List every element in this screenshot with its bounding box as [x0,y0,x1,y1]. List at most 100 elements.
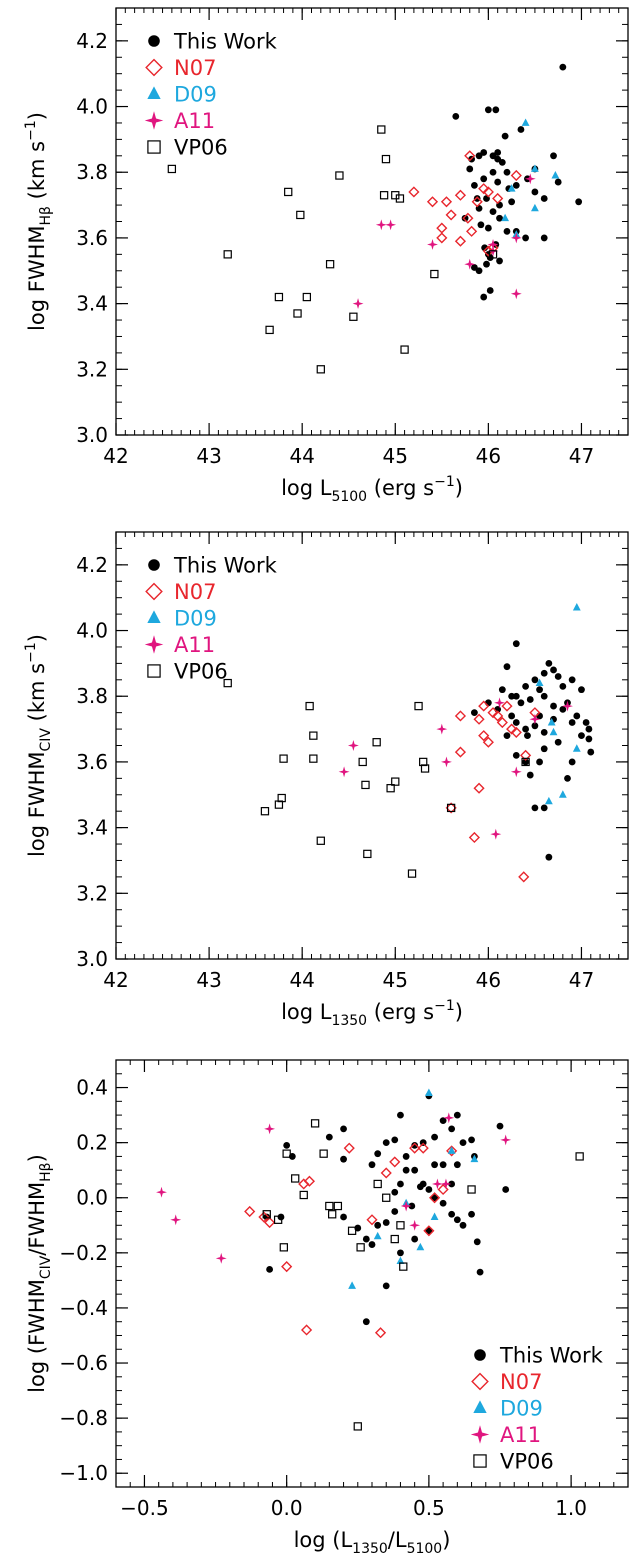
data-point [368,1241,376,1248]
data-point [554,738,562,746]
data-point [587,748,595,756]
x-axis-label: log L1350 (erg s−1) [281,998,463,1029]
data-point [464,150,476,162]
data-point [494,178,502,186]
x-tick-label: 44 [289,444,314,468]
data-point [496,716,508,729]
legend-label: A11 [500,1423,541,1447]
data-point [340,1155,347,1163]
data-point [362,1318,370,1326]
data-point [325,1133,333,1141]
data-point [585,725,593,733]
y-tick-label: −0.8 [59,1406,108,1430]
x-tick-label: 43 [196,444,221,468]
data-point [530,203,539,212]
data-point [550,666,557,674]
data-point [512,181,520,189]
data-point [498,158,506,166]
x-tick-label: 47 [569,444,594,468]
data-point [362,1235,370,1243]
data-point [277,1213,285,1221]
data-point [430,1212,439,1220]
y-tick-label: 4.2 [76,29,108,53]
data-point [299,1190,308,1200]
data-point [521,757,530,767]
series-this-work [263,1092,510,1326]
y-tick-label: 3.2 [76,881,108,905]
data-point [508,692,516,700]
data-point [453,1111,461,1119]
legend-marker [148,559,160,571]
data-point [482,186,494,198]
data-point [489,168,497,176]
data-point [402,1166,410,1174]
data-point [531,722,539,730]
data-point [382,1139,390,1147]
data-point [386,784,395,793]
data-point [389,1156,401,1168]
data-point [468,831,480,844]
x-axis-label: log L5100 (erg s−1) [281,474,463,505]
data-point [572,744,581,752]
data-point [425,1227,433,1235]
data-point [274,292,284,302]
data-point [512,640,520,648]
legend-label: D09 [174,83,217,107]
legend-label: N07 [174,56,216,80]
data-point [408,186,420,198]
data-point [573,712,581,720]
data-point [260,807,270,816]
data-point [468,1136,475,1144]
data-point [440,1178,452,1190]
legend-label: VP06 [500,1450,554,1474]
data-point [531,676,539,684]
data-point [482,245,494,257]
data-point [471,264,478,271]
data-point [372,738,381,747]
data-point [284,187,293,197]
data-point [501,132,509,140]
data-point [396,1221,405,1230]
data-point [496,257,503,265]
data-point [377,125,386,134]
legend-marker [144,111,164,130]
legend-label: VP06 [174,136,228,160]
legend-label: This Work [173,30,278,54]
data-point [402,1153,410,1160]
plot-frame [115,1059,629,1488]
data-point [264,1123,276,1135]
legend-marker [473,1454,487,1468]
data-point [524,173,536,185]
data-point [399,1262,408,1271]
data-point [559,682,567,690]
legend-label: This Work [173,554,278,578]
data-point [356,1243,365,1252]
data-point [416,1183,424,1191]
data-point [411,1235,419,1243]
data-point [459,1221,467,1229]
data-point [353,1422,362,1431]
data-point [558,790,567,798]
data-point [281,1261,293,1273]
data-point [409,1219,421,1231]
data-point [441,756,452,768]
data-point [373,1231,382,1240]
data-point [361,780,370,790]
legend-marker [147,86,161,100]
data-point [448,1125,456,1133]
data-point [447,1146,456,1154]
data-point [310,1119,320,1128]
data-point [459,1139,467,1147]
series-vp06 [223,678,530,878]
data-point [501,213,510,222]
data-point [545,659,553,667]
data-point [550,152,557,160]
data-point [547,718,556,726]
data-point [510,288,522,300]
data-point [496,1122,504,1130]
data-point [379,191,389,200]
data-point [492,106,500,114]
data-point [531,804,539,812]
data-point [540,728,548,736]
data-point [529,713,541,725]
